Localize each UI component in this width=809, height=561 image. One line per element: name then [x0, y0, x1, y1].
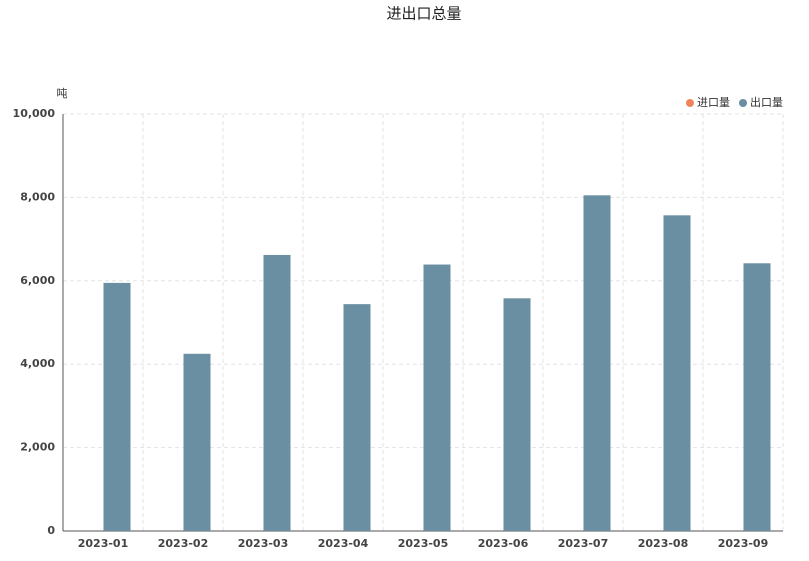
bar: [743, 263, 771, 531]
bar: [423, 264, 451, 531]
legend-label: 进口量: [697, 96, 730, 109]
y-tick-label: 4,000: [20, 357, 55, 370]
y-tick-label: 6,000: [20, 274, 55, 287]
x-tick-label: 2023-09: [718, 537, 769, 550]
x-tick-label: 2023-05: [398, 537, 449, 550]
bar: [103, 282, 131, 531]
x-tick-label: 2023-06: [478, 537, 529, 550]
chart-title: 进出口总量: [386, 5, 461, 23]
bar: [183, 353, 211, 531]
legend-marker: [739, 99, 747, 107]
y-tick-label: 2,000: [20, 441, 55, 454]
bar: [263, 254, 291, 532]
x-tick-label: 2023-08: [638, 537, 689, 550]
legend-label: 出口量: [750, 95, 783, 109]
y-axis-label: 吨: [57, 87, 68, 100]
y-tick-label: 8,000: [20, 190, 55, 203]
bar: [343, 304, 371, 531]
bar: [663, 215, 691, 531]
bar: [583, 195, 611, 531]
x-tick-label: 2023-04: [318, 537, 369, 550]
x-tick-label: 2023-07: [558, 537, 609, 550]
x-tick-label: 2023-02: [158, 537, 209, 550]
x-tick-label: 2023-03: [238, 537, 289, 550]
legend-marker: [686, 99, 694, 107]
y-tick-label: 10,000: [13, 107, 56, 120]
x-tick-label: 2023-01: [78, 537, 129, 550]
bar: [503, 298, 531, 531]
y-tick-label: 0: [47, 524, 55, 537]
